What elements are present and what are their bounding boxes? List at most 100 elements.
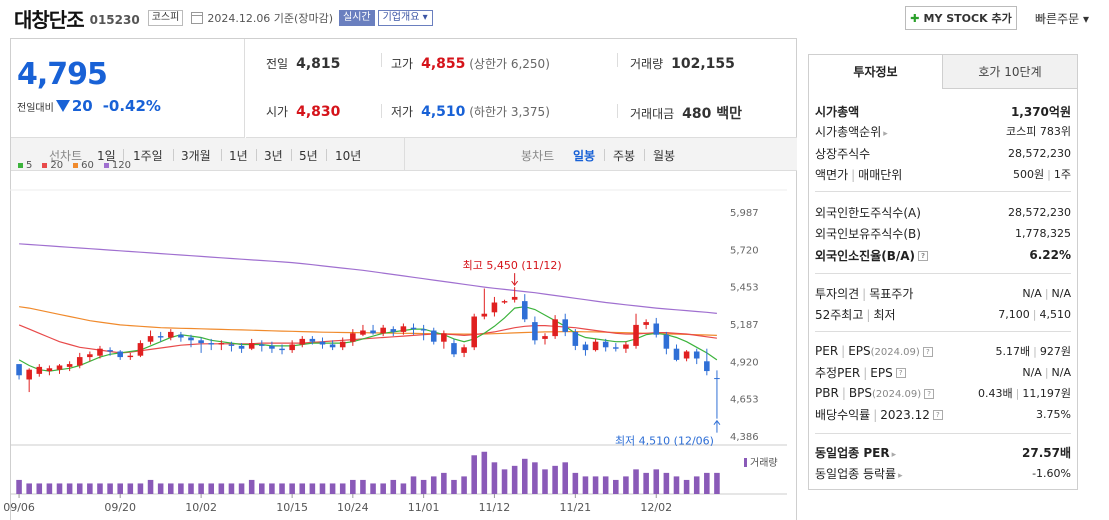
divider (617, 104, 618, 118)
help-icon[interactable]: ? (924, 388, 935, 399)
stock-name: 대창단조 (14, 7, 85, 32)
ma-legend: 5 20 60 120 (18, 160, 131, 171)
help-icon[interactable]: ? (932, 410, 943, 420)
legend-item-ma60: 60 (73, 160, 94, 171)
volume-legend-swatch (744, 458, 747, 467)
candle-body (390, 329, 397, 332)
tab-invest-info[interactable]: 투자정보 (809, 55, 943, 89)
divider: | (1032, 307, 1037, 321)
volume-bar (663, 472, 670, 494)
volume-bar (329, 483, 336, 494)
open-price: 시가 4,830 (266, 104, 341, 120)
range-1d[interactable]: 1일 (97, 149, 116, 163)
candle-body (46, 368, 53, 372)
volume-bar (511, 465, 518, 494)
candle-daily[interactable]: 일봉 (573, 149, 596, 163)
x-tick-label: 09/20 (104, 501, 136, 514)
volume-bar (562, 462, 569, 494)
candle-weekly[interactable]: 주봉 (613, 149, 636, 163)
candle-body (370, 330, 376, 334)
volume-label: 거래량 (750, 457, 778, 469)
candle-body (289, 344, 295, 351)
candle-body (147, 336, 154, 342)
candle-body (339, 341, 346, 348)
chart-range-bar: 선차트 1일 1주일 3개월 1년 3년 5년 10년 봉차트 일봉 주봉 월봉 (11, 138, 797, 171)
volume-bar (420, 479, 427, 494)
help-icon[interactable]: ? (918, 251, 929, 261)
volume-bar (339, 483, 346, 494)
volume-bar (714, 472, 720, 494)
candle-body (521, 301, 528, 320)
help-icon[interactable]: ? (922, 346, 933, 357)
candle-body (218, 343, 225, 345)
ma20-line (18, 324, 717, 354)
volume-bar (461, 476, 467, 494)
candle-body (238, 345, 245, 349)
quick-order-dropdown[interactable]: 빠른주문 ▾ (1035, 12, 1089, 26)
x-tick-label: 10/02 (185, 501, 217, 514)
down-triangle-icon (55, 100, 70, 112)
divider: | (1033, 345, 1037, 358)
candle-body (350, 333, 356, 342)
company-overview-dropdown[interactable]: 기업개요 ▾ (377, 10, 433, 26)
candle-body (704, 361, 710, 372)
volume-bar (653, 469, 660, 494)
y-tick-label: 5,187 (730, 320, 759, 331)
divider (815, 273, 1071, 274)
stock-code: 015230 (89, 12, 140, 27)
plus-icon: ✚ (910, 11, 920, 25)
range-1w[interactable]: 1주일 (133, 149, 163, 163)
volume-bar (248, 479, 255, 494)
candle-monthly[interactable]: 월봉 (653, 149, 676, 163)
add-my-stock-button[interactable]: ✚ MY STOCK 추가 (905, 6, 1017, 30)
candle-body (673, 348, 680, 360)
ma5-line (18, 306, 718, 372)
divider (617, 53, 618, 67)
candle-body (471, 316, 477, 348)
candle-body (137, 343, 144, 356)
range-1y[interactable]: 1년 (229, 149, 248, 163)
divider (381, 53, 382, 67)
candle-body (400, 326, 407, 332)
volume-bar (147, 479, 154, 494)
divider (604, 149, 605, 161)
volume-bar (643, 472, 649, 494)
realtime-button[interactable]: 실시간 (339, 10, 375, 26)
high-marker-arrowhead (511, 280, 519, 286)
opinion-row: 투자의견 | 목표주가 N/A | N/A (815, 286, 1071, 301)
volume-bar (613, 479, 619, 494)
candle-body (511, 296, 518, 300)
candle-body (188, 337, 194, 341)
line-chart-label: 선차트 (49, 149, 83, 163)
volume-bar (602, 476, 609, 494)
change-value: 20 (71, 97, 93, 115)
legend-item-ma20: 20 (42, 160, 63, 171)
quote-panel: 4,795 전일대비 20 -0.42% 전일 4,815 고가 4,855 (상한… (10, 38, 797, 520)
candle-body (66, 364, 73, 367)
candle-body (542, 336, 548, 339)
divider: | (862, 286, 867, 301)
range-3m[interactable]: 3개월 (181, 149, 211, 163)
price-chart[interactable]: 5,987 5,720 5,453 5,187 4,920 4,653 4,386 최고 5,… (0, 150, 797, 520)
ma60-line (19, 306, 717, 336)
help-icon[interactable]: ? (895, 368, 906, 378)
range-10y[interactable]: 10년 (335, 149, 362, 163)
candle-body (26, 369, 32, 380)
range-3y[interactable]: 3년 (264, 149, 283, 163)
candle-body (319, 341, 326, 345)
y-tick-label: 5,987 (730, 208, 759, 219)
change-label: 전일대비 (17, 102, 54, 114)
calendar-icon (191, 12, 204, 24)
invest-info-panel: 투자정보 호가 10단계 시가총액 1,370억원 시가총액순위 ▸ 코스피 78… (808, 54, 1078, 490)
price-box: 4,795 전일대비 20 -0.42% (11, 39, 245, 138)
volume-bar (704, 472, 710, 494)
candle-body (451, 343, 457, 355)
volume-bar (46, 483, 53, 494)
y-tick-label: 5,453 (730, 283, 759, 294)
divider: | (873, 407, 878, 422)
legend-item-ma5: 5 (18, 160, 32, 171)
range-5y[interactable]: 5년 (299, 149, 318, 163)
x-tick-label: 09/06 (3, 501, 35, 514)
volume-bar (26, 483, 32, 494)
tab-order-book[interactable]: 호가 10단계 (943, 55, 1077, 89)
